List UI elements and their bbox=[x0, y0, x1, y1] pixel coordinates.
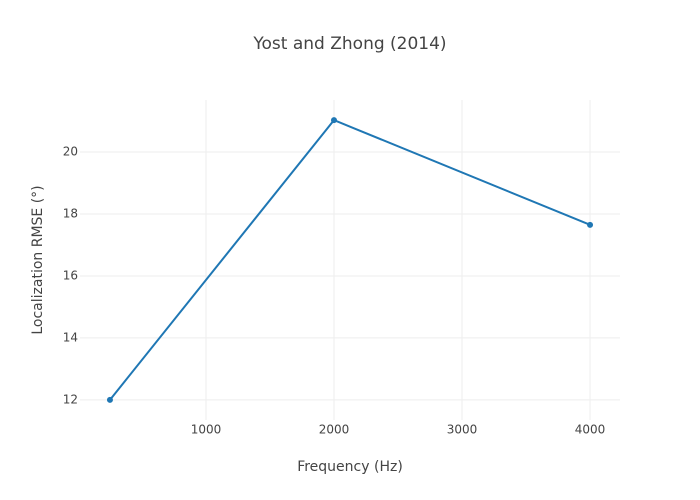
point bbox=[587, 221, 594, 228]
y-axis-title: Localization RMSE (°) bbox=[30, 185, 46, 334]
x-tick-label: 2000 bbox=[319, 423, 350, 437]
y-tick-label: 14 bbox=[63, 330, 78, 344]
x-tick-label: 3000 bbox=[447, 423, 478, 437]
y-tick-label: 20 bbox=[63, 145, 78, 159]
point bbox=[106, 396, 113, 403]
point bbox=[330, 117, 337, 124]
y-tick-label: 16 bbox=[63, 268, 78, 282]
x-tick-label: 4000 bbox=[575, 423, 606, 437]
y-tick-label: 18 bbox=[63, 206, 78, 220]
line bbox=[109, 118, 591, 401]
y-tick-label: 12 bbox=[63, 392, 78, 406]
x-tick-label: 1000 bbox=[191, 423, 222, 437]
chart-title: Yost and Zhong (2014) bbox=[252, 34, 446, 54]
x-axis-title: Frequency (Hz) bbox=[297, 459, 403, 475]
